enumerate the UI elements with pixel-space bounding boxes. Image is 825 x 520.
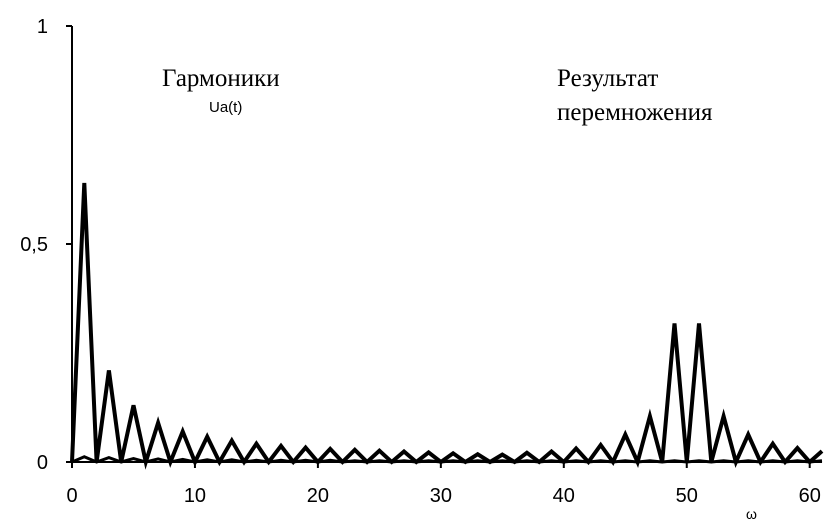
x-tick-label: 40 <box>553 485 575 507</box>
y-tick-label: 0 <box>37 452 48 474</box>
y-ticks: 00,51 <box>20 16 72 474</box>
x-tick-label: 0 <box>66 485 77 507</box>
x-tick-label: 30 <box>430 485 452 507</box>
annotation-result-line1: Результат <box>557 65 658 92</box>
x-axis-label: ω <box>746 506 757 520</box>
annotation-harmonics-sub: Ua(t) <box>209 99 242 116</box>
x-tick-label: 20 <box>307 485 329 507</box>
series-layer <box>70 182 824 470</box>
y-tick-label: 0,5 <box>20 234 48 256</box>
y-tick-label: 1 <box>37 16 48 38</box>
annotation-harmonics: Гармоники <box>162 65 280 92</box>
x-tick-label: 60 <box>799 485 821 507</box>
x-tick-label: 50 <box>676 485 698 507</box>
annotation-result-line2: перемножения <box>557 99 713 126</box>
x-ticks: 0 10 20 30 40 50 60 <box>66 462 821 507</box>
x-tick-label: 10 <box>184 485 206 507</box>
series-line-1 <box>70 182 824 470</box>
